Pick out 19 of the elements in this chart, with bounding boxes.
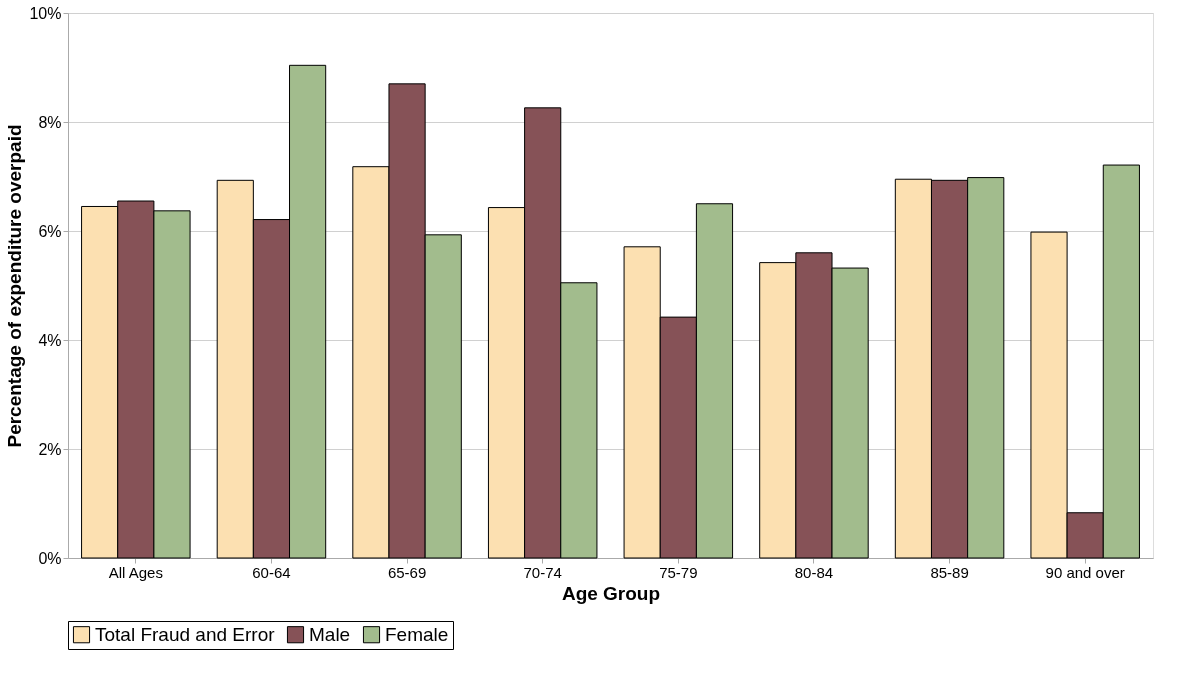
y-tick-label: 10% (29, 4, 62, 22)
x-tick-label: 80-84 (794, 563, 834, 581)
x-tick-label: 85-89 (930, 563, 969, 581)
y-tick-label: 2% (38, 440, 62, 458)
x-axis-title: Age Group (561, 582, 661, 604)
legend-label: Female (385, 623, 449, 645)
x-tick-label: All Ages (108, 563, 163, 581)
x-tick-label: 70-74 (523, 563, 562, 581)
x-tick-label: 90 and over (1045, 563, 1125, 581)
y-tick-label: 0% (38, 549, 62, 567)
x-tick-label: 75-79 (659, 563, 698, 581)
y-tick-label: 8% (38, 113, 62, 131)
legend-label: Total Fraud and Error (95, 623, 276, 645)
y-axis-title: Percentage of expenditure overpaid (4, 124, 26, 448)
y-tick-label: 6% (38, 222, 62, 240)
legend-label: Male (309, 623, 351, 645)
x-tick-label: 65-69 (387, 563, 427, 581)
x-tick-label: 60-64 (252, 563, 291, 581)
y-tick-label: 4% (38, 331, 62, 349)
